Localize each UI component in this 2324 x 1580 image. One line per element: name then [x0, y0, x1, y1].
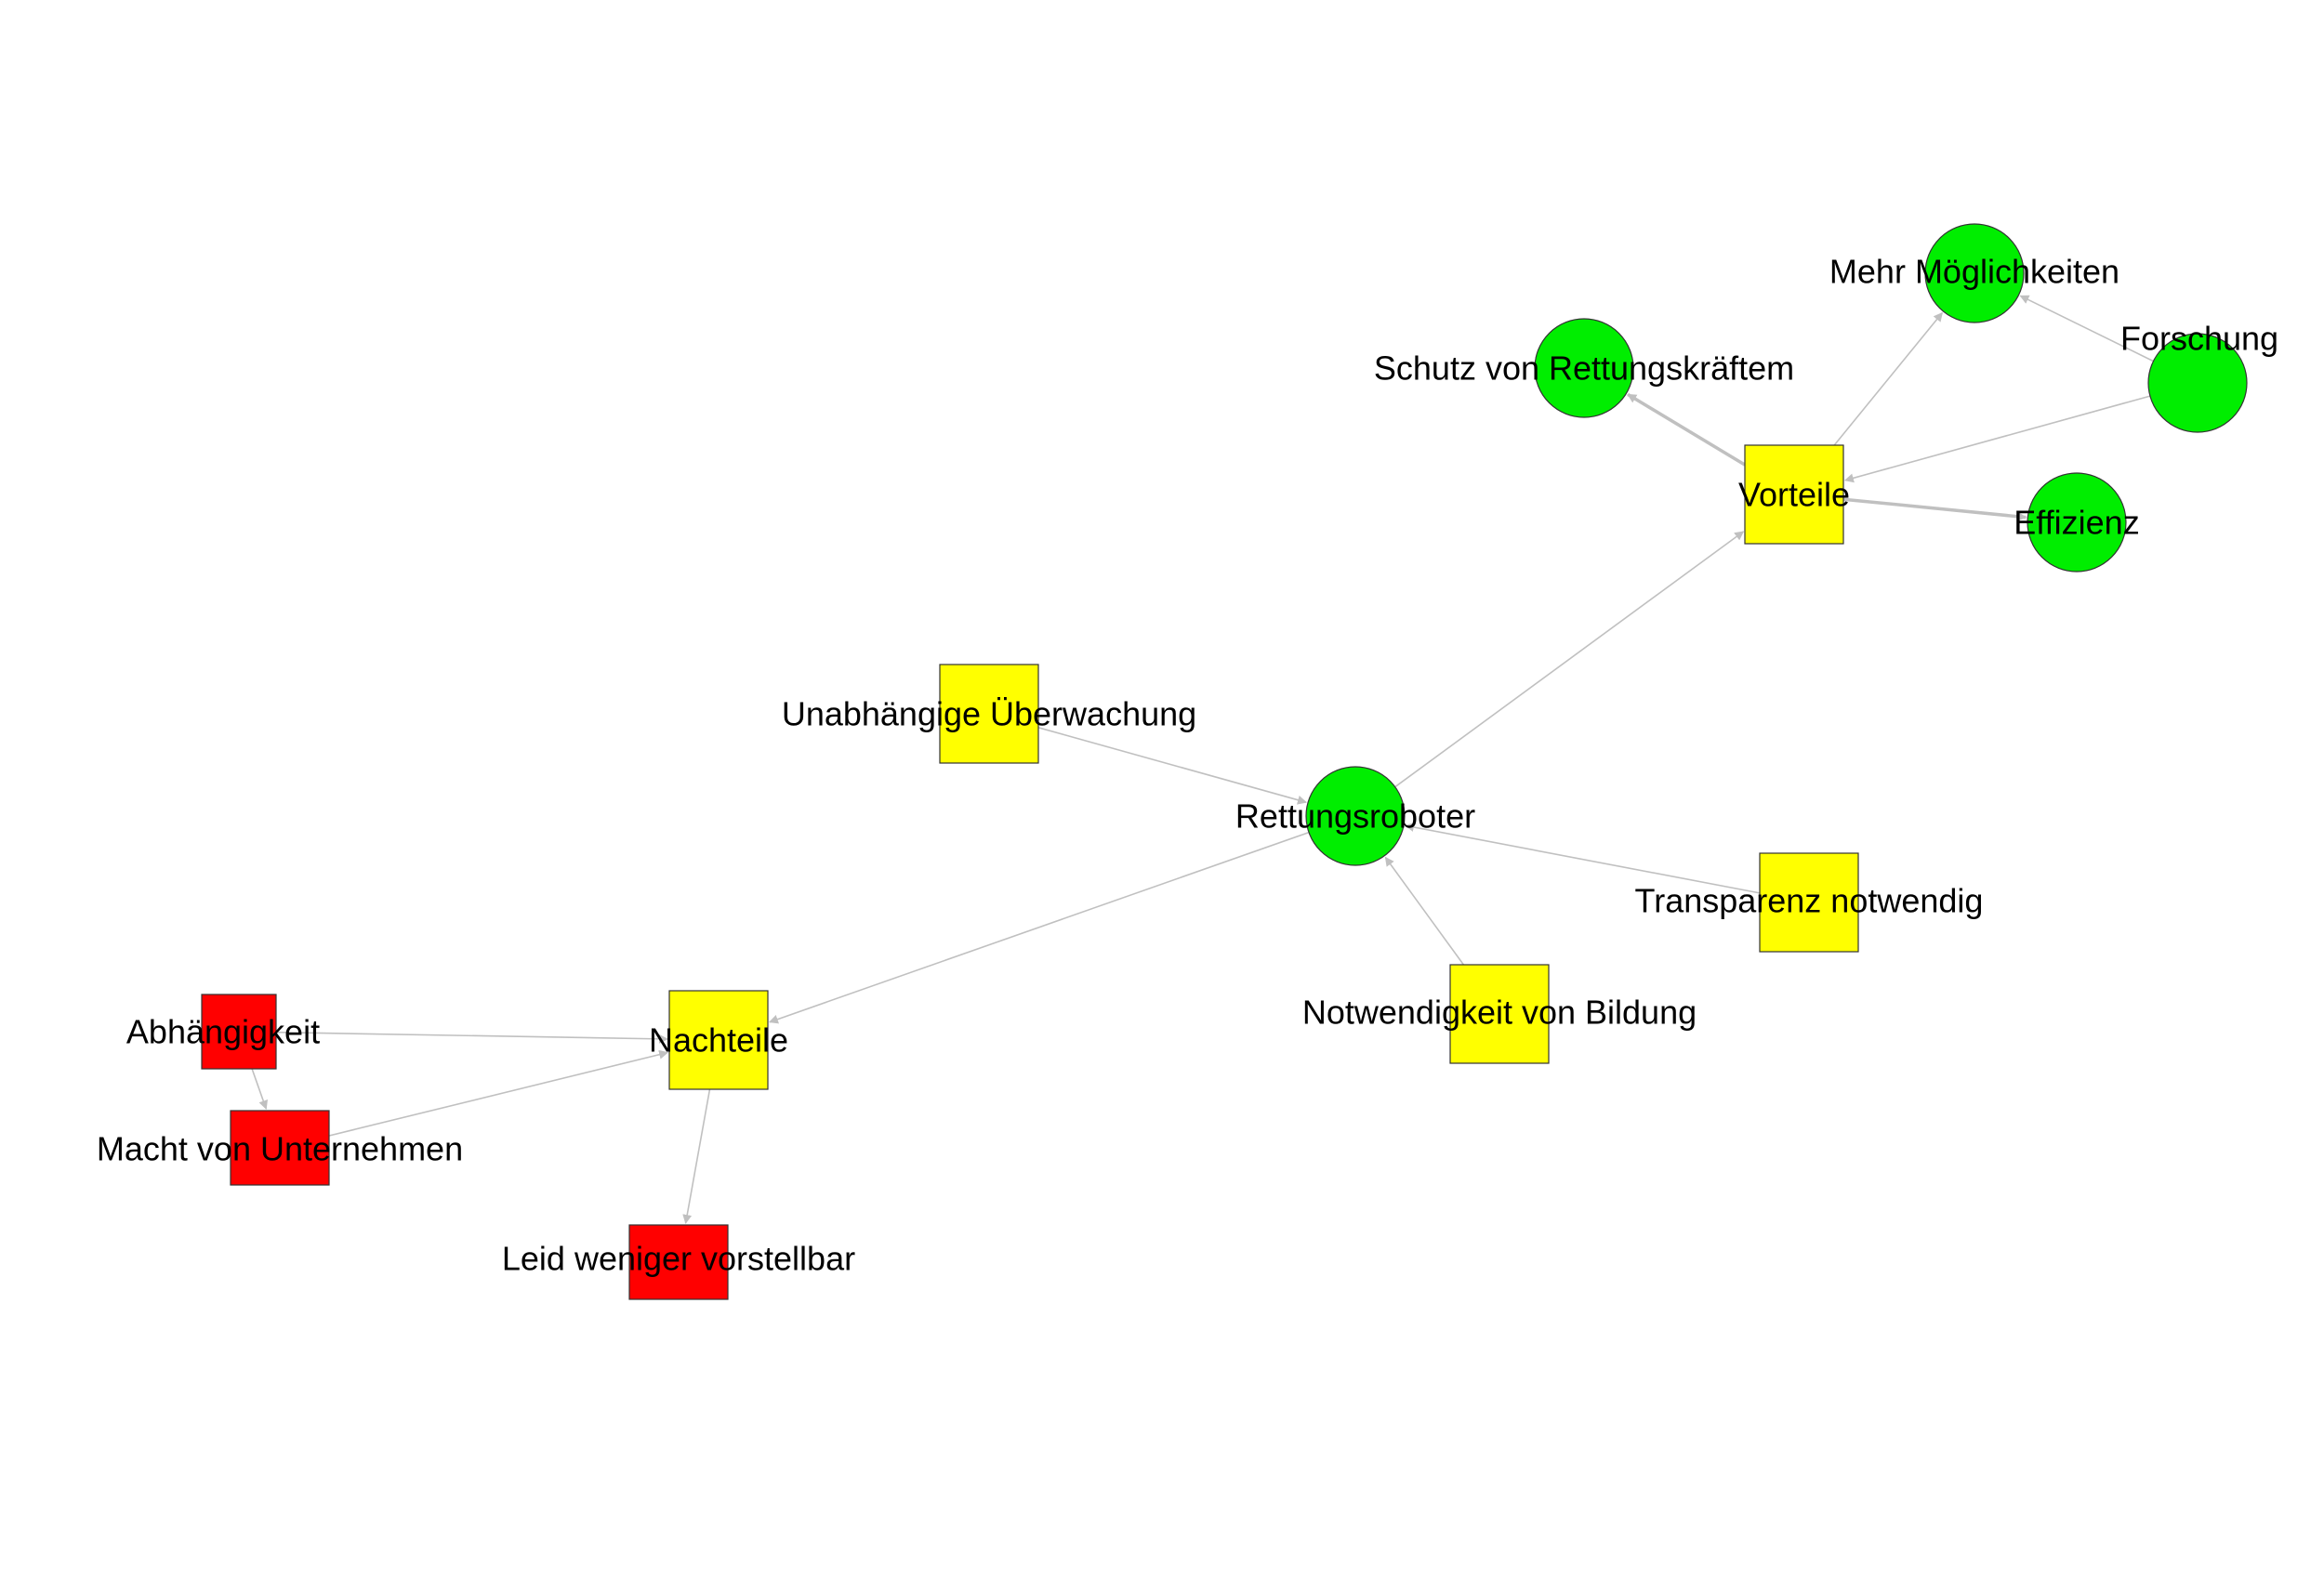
node-schutz: [1534, 318, 1634, 418]
node-label-schutz: Schutz von Rettungskräftem: [1374, 349, 1794, 388]
node-effizienz: [2027, 472, 2127, 573]
node-moeglichkeiten: [1924, 223, 2025, 323]
node-label-ueberwachung: Unabhängige Überwachung: [782, 695, 1196, 733]
edge-vorteile-to-schutz: [1627, 392, 1746, 467]
node-vorteile: [1744, 444, 1844, 545]
nodes-layer: [201, 223, 2248, 1300]
node-leid: [628, 1224, 729, 1300]
node-transparenz: [1759, 852, 1859, 953]
edge-forschung-to-vorteile: [1843, 395, 2151, 483]
node-label-transparenz: Transparenz notwendig: [1635, 882, 1984, 920]
edge-nachteile-to-leid: [682, 1088, 711, 1224]
edge-ueberwachung-to-rettungsroboter: [1037, 727, 1307, 805]
node-label-bildung: Notwendigkeit von Bildung: [1302, 994, 1697, 1032]
node-label-macht: Macht von Unternehmen: [97, 1130, 463, 1168]
edge-rettungsroboter-to-nachteile: [768, 831, 1310, 1024]
node-label-nachteile: Nachteile: [649, 1021, 788, 1060]
edge-bildung-to-rettungsroboter: [1384, 856, 1465, 966]
edge-transparenz-to-rettungsroboter: [1405, 823, 1761, 894]
node-rettungsroboter: [1305, 766, 1406, 866]
edges-layer: [251, 295, 2154, 1224]
edge-abhaengigkeit-to-macht: [251, 1068, 269, 1111]
node-bildung: [1449, 964, 1550, 1064]
edge-vorteile-to-effizienz: [1842, 497, 2027, 521]
edge-rettungsroboter-to-vorteile: [1394, 531, 1745, 788]
node-ueberwachung: [939, 664, 1039, 764]
edge-forschung-to-moeglichkeiten: [2019, 295, 2154, 362]
labels-layer: Rettungsroboter Vorteile Nachteile Schutz v…: [97, 253, 2278, 1278]
node-abhaengigkeit: [201, 994, 277, 1070]
node-label-forschung: Forschung: [2120, 320, 2278, 358]
node-label-moeglichkeiten: Mehr Möglichkeiten: [1829, 253, 2119, 291]
node-forschung: [2147, 333, 2248, 433]
edge-macht-to-nachteile: [328, 1049, 669, 1137]
edge-abhaengigkeit-to-nachteile: [275, 1031, 668, 1044]
node-label-abhaengigkeit: Abhängigkeit: [126, 1013, 320, 1051]
node-label-leid: Leid weniger vorstellbar: [502, 1240, 855, 1278]
edge-vorteile-to-moeglichkeiten: [1833, 311, 1943, 446]
node-label-rettungsroboter: Rettungsroboter: [1235, 797, 1475, 836]
node-label-effizienz: Effizienz: [2014, 504, 2139, 542]
node-macht: [230, 1110, 330, 1186]
node-nachteile: [668, 990, 769, 1090]
node-label-vorteile: Vorteile: [1738, 476, 1850, 514]
